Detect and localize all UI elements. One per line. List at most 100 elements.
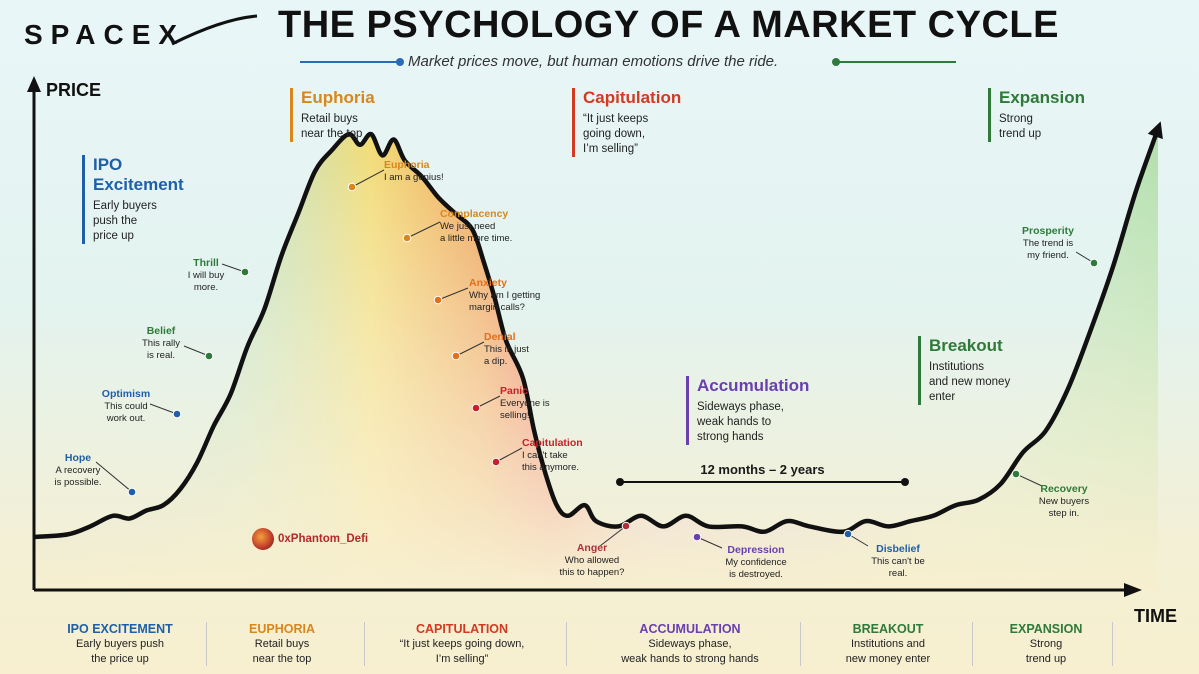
bottom-line: Institutions and [851, 638, 925, 650]
phase-expansion-desc-line: Strong [999, 113, 1033, 125]
phase-accumulation-title: Accumulation [697, 376, 810, 395]
bottom-separator [566, 622, 567, 666]
phase-breakout-desc-line: and new money [929, 376, 1011, 388]
emotion-line: This could [104, 401, 148, 412]
emotion-euphoria: Euphoria I am a genius! [384, 158, 454, 184]
emotion-line: I can't take [522, 450, 568, 461]
phase-accumulation-desc-line: strong hands [697, 431, 764, 443]
phase-euphoria-desc-line: Retail buys [301, 113, 358, 125]
bottom-expansion: EXPANSION Strong trend up [986, 622, 1106, 667]
emotion-title: Panic [500, 385, 529, 397]
bottom-title: ACCUMULATION [639, 622, 741, 636]
bottom-line: Sideways phase, [648, 638, 732, 650]
emotion-complacency: Complacency We just need a little more t… [440, 207, 540, 245]
phase-accumulation-desc-line: weak hands to [697, 416, 772, 428]
emotion-marker-dot [471, 403, 481, 413]
phase-breakout-desc-line: Institutions [929, 361, 984, 373]
emotion-line: The trend is [1022, 238, 1074, 249]
emotion-panic: Panic Everyone is selling! [500, 384, 560, 422]
emotion-leader-line [149, 403, 178, 415]
phase-capitulation-desc-line: “It just keeps [583, 113, 649, 125]
phase-accumulation-desc-line: Sideways phase, [697, 401, 784, 413]
watermark-text: 0xPhantom_Defi [278, 533, 369, 545]
emotion-marker-dot [433, 295, 443, 305]
duration-dot-end [901, 478, 909, 486]
emotion-disbelief: Disbelief This can't be real. [864, 542, 932, 580]
bottom-line: near the top [252, 653, 312, 665]
x-axis-label: TIME [1134, 606, 1177, 626]
emotion-line: Everyone is [500, 398, 550, 409]
emotion-marker-dot [1089, 258, 1099, 268]
emotion-depression: Depression My confidence is destroyed. [716, 543, 796, 581]
emotion-leader-line [495, 447, 523, 463]
phase-capitulation-desc-line: I’m selling” [583, 143, 638, 155]
phase-breakout-desc-line: enter [929, 391, 956, 403]
emotion-title: Capitulation [522, 437, 583, 449]
bottom-line: the price up [91, 653, 149, 665]
emotion-line: margin calls? [469, 302, 525, 313]
phase-capitulation-desc-line: going down, [583, 128, 646, 140]
bottom-title: CAPITULATION [415, 622, 509, 636]
bottom-accumulation: ACCUMULATION Sideways phase, weak hands … [590, 622, 790, 667]
emotion-marker-dot [347, 182, 357, 192]
emotion-title: Optimism [101, 388, 151, 400]
duration-label: 12 months – 2 years [700, 462, 825, 477]
emotion-line: This can't be [871, 556, 925, 567]
phase-euphoria: Euphoria Retail buys near the top [290, 88, 375, 142]
emotion-hope: Hope A recovery is possible. [50, 451, 106, 489]
bottom-line: trend up [1025, 653, 1067, 665]
bottom-euphoria: EUPHORIA Retail buys near the top [212, 622, 352, 667]
curve-area-fade [34, 128, 1158, 590]
emotion-marker-dot [172, 409, 182, 419]
phase-breakout: Breakout Institutions and new money ente… [918, 336, 1010, 405]
emotion-marker-dot [843, 529, 853, 539]
emotion-marker-dot [692, 532, 702, 542]
emotion-title: Depression [727, 544, 785, 556]
bottom-separator [972, 622, 973, 666]
duration-line [620, 481, 905, 483]
phase-ipo-title-line: IPO [93, 155, 123, 174]
emotion-marker-dot [621, 521, 631, 531]
bottom-separator [364, 622, 365, 666]
phase-breakout-title: Breakout [929, 336, 1003, 355]
phase-ipo-excitement: IPO Excitement Early buyers push the pri… [82, 155, 184, 244]
emotion-title: Disbelief [876, 543, 920, 555]
emotion-title: Prosperity [1022, 225, 1074, 237]
emotion-title: Complacency [440, 208, 509, 220]
emotion-line: This is just [484, 344, 529, 355]
emotion-line: a little more time. [440, 233, 513, 244]
page-title: THE PSYCHOLOGY OF A MARKET CYCLE [278, 4, 1059, 46]
emotion-line: my friend. [1027, 250, 1069, 261]
emotion-denial: Denial This is just a dip. [484, 330, 544, 368]
bottom-line: Retail buys [254, 638, 310, 650]
series-arrowhead [1147, 121, 1163, 140]
emotion-title: Denial [484, 331, 516, 343]
spacex-logo: SPACEX [24, 14, 258, 50]
emotion-anxiety: Anxiety Why am I getting margin calls? [469, 276, 559, 314]
emotion-line: is possible. [54, 477, 102, 488]
emotion-marker-dot [491, 457, 501, 467]
emotion-marker-dot [240, 267, 250, 277]
bottom-breakout: BREAKOUT Institutions and new money ente… [818, 622, 958, 667]
bottom-line: Early buyers push [75, 638, 165, 650]
bottom-line: Strong [1029, 638, 1063, 650]
emotion-leader-line [183, 345, 210, 357]
emotion-line: is destroyed. [729, 569, 783, 580]
emotion-line: real. [888, 568, 908, 579]
emotion-line: Who allowed [564, 555, 620, 566]
phase-expansion-desc-line: trend up [999, 128, 1042, 140]
emotion-belief: Belief This rally is real. [134, 324, 188, 362]
emotion-leader-line [599, 525, 627, 547]
emotion-line: This rally [141, 338, 180, 349]
emotion-marker-dot [402, 233, 412, 243]
emotion-line: New buyers [1038, 496, 1090, 507]
bottom-separator [1112, 622, 1113, 666]
y-axis-label: PRICE [46, 80, 102, 100]
emotion-leader-line [1015, 473, 1043, 487]
bottom-title: BREAKOUT [852, 622, 924, 636]
bottom-line: weak hands to strong hands [621, 653, 759, 665]
emotion-title: Thrill [193, 257, 219, 269]
subtitle-dot-left [396, 58, 404, 66]
bottom-separator [206, 622, 207, 666]
emotion-line: this anymore. [522, 462, 580, 473]
